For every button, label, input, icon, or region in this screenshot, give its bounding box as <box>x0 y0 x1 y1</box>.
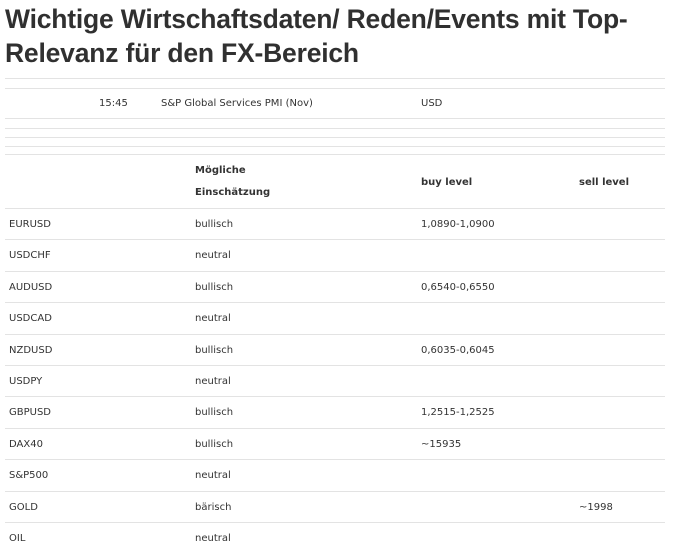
event-name: S&P Global Services PMI (Nov) <box>161 98 313 109</box>
assessment-cell: bärisch <box>195 502 232 513</box>
divider <box>5 78 665 79</box>
instrument-cell: S&P500 <box>9 470 49 481</box>
instrument-cell: NZDUSD <box>9 345 53 356</box>
instrument-cell: DAX40 <box>9 439 43 450</box>
event-time: 15:45 <box>99 98 128 109</box>
divider <box>5 146 665 147</box>
sell-level-cell: ~1998 <box>579 502 613 513</box>
divider <box>5 118 665 119</box>
instrument-cell: USDCAD <box>9 313 52 324</box>
header-sell-level: sell level <box>579 177 630 188</box>
divider <box>5 154 665 155</box>
divider <box>5 88 665 89</box>
assessment-cell: bullisch <box>195 439 234 450</box>
assessment-cell: bullisch <box>195 219 234 230</box>
page-title: Wichtige Wirtschaftsdaten/ Reden/Events … <box>5 4 628 68</box>
instrument-cell: GBPUSD <box>9 407 52 418</box>
divider <box>5 137 665 138</box>
instrument-cell: USDCHF <box>9 250 51 261</box>
assessment-cell: neutral <box>195 376 231 387</box>
buy-level-cell: 0,6035-0,6045 <box>421 345 495 356</box>
buy-level-cell: 0,6540-0,6550 <box>421 282 495 293</box>
row-divider <box>5 522 665 523</box>
instrument-cell: EURUSD <box>9 219 51 230</box>
assessment-cell: bullisch <box>195 345 234 356</box>
row-divider <box>5 365 665 366</box>
buy-level-cell: 1,2515-1,2525 <box>421 407 495 418</box>
row-divider <box>5 491 665 492</box>
row-divider <box>5 459 665 460</box>
row-divider <box>5 302 665 303</box>
instrument-cell: AUDUSD <box>9 282 53 293</box>
assessment-cell: bullisch <box>195 282 234 293</box>
instrument-cell: USDPY <box>9 376 43 387</box>
row-divider <box>5 239 665 240</box>
row-divider <box>5 208 665 209</box>
buy-level-cell: ~15935 <box>421 439 462 450</box>
assessment-cell: neutral <box>195 533 231 544</box>
instrument-cell: GOLD <box>9 502 38 513</box>
event-currency: USD <box>421 98 443 109</box>
header-assessment: Mögliche Einschätzung <box>195 165 271 198</box>
row-divider <box>5 271 665 272</box>
row-divider <box>5 396 665 397</box>
buy-level-cell: 1,0890-1,0900 <box>421 219 495 230</box>
instrument-cell: OIL <box>9 533 26 544</box>
assessment-cell: neutral <box>195 313 231 324</box>
divider <box>5 128 665 129</box>
row-divider <box>5 428 665 429</box>
header-buy-level: buy level <box>421 177 473 188</box>
row-divider <box>5 334 665 335</box>
assessment-cell: neutral <box>195 470 231 481</box>
assessment-cell: bullisch <box>195 407 234 418</box>
assessment-cell: neutral <box>195 250 231 261</box>
